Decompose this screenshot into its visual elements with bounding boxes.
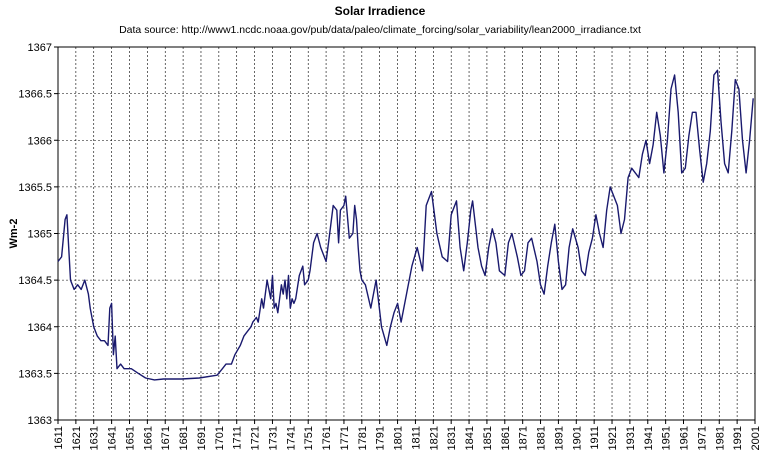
x-tick-label: 1941 <box>643 426 655 450</box>
x-tick-label: 1811 <box>410 426 422 450</box>
x-tick-label: 1961 <box>679 426 691 450</box>
x-tick-label: 1921 <box>607 426 619 450</box>
x-tick-label: 1631 <box>89 426 101 450</box>
x-tick-label: 1881 <box>536 426 548 450</box>
y-tick-label: 1365 <box>28 229 52 241</box>
x-tick-label: 1791 <box>375 426 387 450</box>
x-tick-label: 1981 <box>714 426 726 450</box>
x-tick-label: 1731 <box>267 426 279 450</box>
x-tick-label: 1691 <box>196 426 208 450</box>
x-tick-label: 1721 <box>250 426 262 450</box>
y-axis-label: Wm-2 <box>8 219 20 249</box>
x-tick-label: 1781 <box>357 426 369 450</box>
x-tick-label: 1651 <box>124 426 136 450</box>
x-tick-label: 1761 <box>321 426 333 450</box>
x-tick-label: 1751 <box>303 426 315 450</box>
x-tick-label: 1861 <box>500 426 512 450</box>
chart-title: Solar Irradience <box>334 4 426 18</box>
x-tick-label: 1621 <box>71 426 83 450</box>
x-tick-label: 1851 <box>482 426 494 450</box>
y-tick-label: 1364.5 <box>18 275 52 287</box>
x-tick-label: 1681 <box>178 426 190 450</box>
x-tick-label: 2001 <box>750 426 760 450</box>
y-tick-label: 1365.5 <box>18 182 52 194</box>
x-tick-label: 1821 <box>428 426 440 450</box>
y-tick-label: 1366 <box>28 135 52 147</box>
y-tick-label: 1367 <box>28 42 52 54</box>
x-tick-label: 1641 <box>107 426 119 450</box>
x-tick-label: 1701 <box>214 426 226 450</box>
x-tick-label: 1871 <box>518 426 530 450</box>
x-tick-label: 1891 <box>553 426 565 450</box>
x-tick-label: 1671 <box>160 426 172 450</box>
grid <box>58 47 755 420</box>
x-tick-label: 1741 <box>285 426 297 450</box>
x-tick-label: 1911 <box>589 426 601 450</box>
x-tick-label: 1931 <box>625 426 637 450</box>
y-axis-ticks: 1363 1363.5 1364 1364.5 1365 1365.5 1366 1366.5… <box>18 42 58 427</box>
x-tick-label: 1971 <box>696 426 708 450</box>
x-tick-label: 1801 <box>393 426 405 450</box>
x-tick-label: 1951 <box>661 426 673 450</box>
chart-subtitle: Data source: http://www1.ncdc.noaa.gov/p… <box>119 24 641 36</box>
x-tick-label: 1771 <box>339 426 351 450</box>
x-tick-label: 1661 <box>142 426 154 450</box>
x-tick-label: 1901 <box>571 426 583 450</box>
series-line-irradiance <box>57 69 754 381</box>
x-tick-label: 1711 <box>232 426 244 450</box>
x-tick-label: 1611 <box>53 426 65 450</box>
y-tick-label: 1364 <box>28 322 52 334</box>
x-tick-label: 1831 <box>446 426 458 450</box>
x-tick-label: 1841 <box>464 426 476 450</box>
x-tick-label: 1991 <box>732 426 744 450</box>
x-axis-ticks: 1611 1621 1631 1641 1651 1661 1671 1681 1691 1701… <box>53 420 760 450</box>
y-tick-label: 1366.5 <box>18 89 52 101</box>
y-tick-label: 1363 <box>28 415 52 427</box>
y-tick-label: 1363.5 <box>18 368 52 380</box>
